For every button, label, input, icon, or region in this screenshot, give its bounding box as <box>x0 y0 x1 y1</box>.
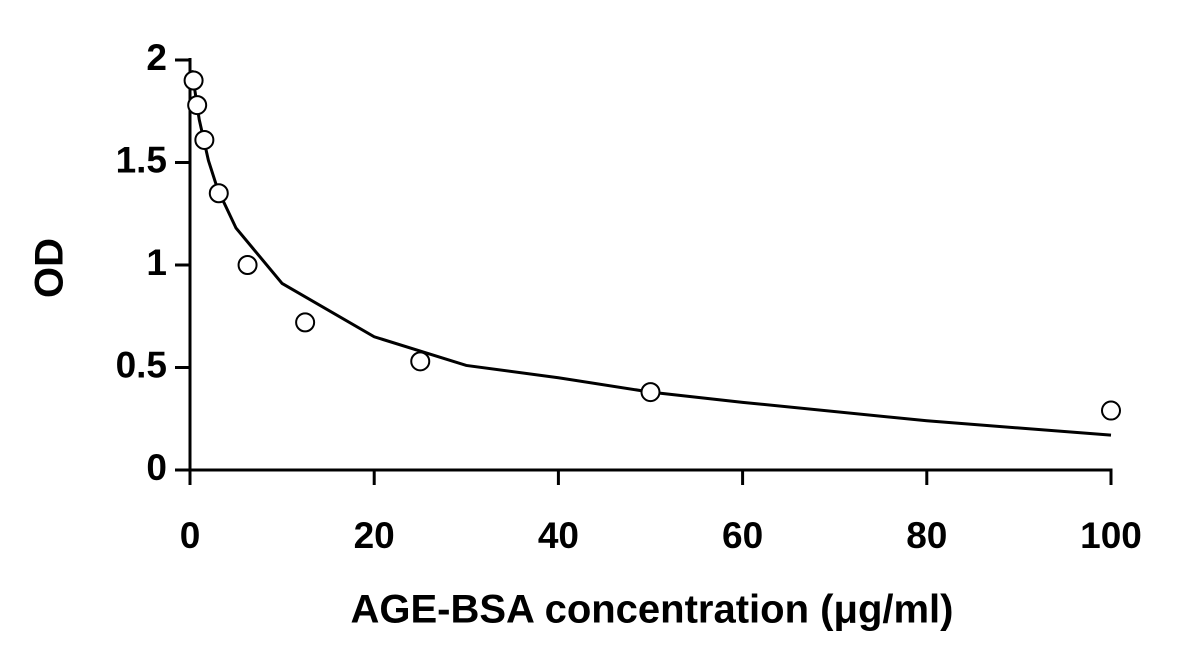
y-tick-label: 0.5 <box>116 344 167 385</box>
x-tick-label: 40 <box>538 515 579 556</box>
x-tick-label: 100 <box>1080 515 1142 556</box>
x-tick-label: 20 <box>354 515 395 556</box>
data-point <box>183 70 204 91</box>
data-point <box>187 95 208 116</box>
data-point <box>237 255 258 275</box>
y-tick-label: 1.5 <box>116 139 167 180</box>
x-tick-label: 0 <box>180 515 201 556</box>
data-point <box>194 129 215 150</box>
y-tick-label: 2 <box>146 37 167 78</box>
y-tick-label: 0 <box>146 447 167 488</box>
data-point <box>410 351 431 372</box>
y-axis-title: OD <box>28 238 72 298</box>
data-point <box>640 382 661 403</box>
data-point <box>1101 400 1121 421</box>
data-point <box>208 183 229 204</box>
x-tick-label: 60 <box>722 515 763 556</box>
x-axis-title: AGE-BSA concentration (μg/ml) <box>350 588 953 632</box>
x-tick-label: 80 <box>906 515 947 556</box>
y-tick-label: 1 <box>146 242 167 283</box>
fit-curve <box>190 70 1112 437</box>
data-point <box>295 312 316 333</box>
